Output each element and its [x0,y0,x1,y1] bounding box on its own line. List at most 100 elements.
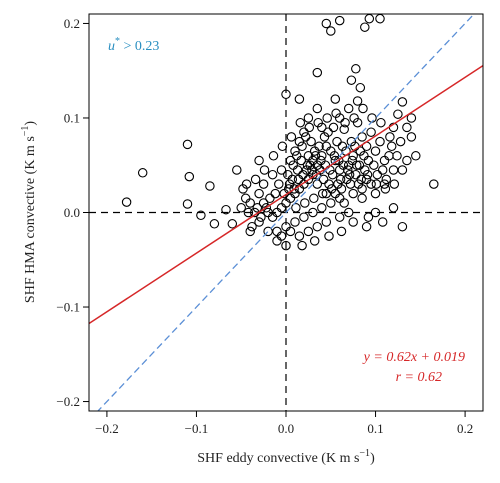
data-point [245,226,255,237]
x-axis-title: SHF eddy convective (K m s−1) [197,448,375,466]
data-point [311,169,322,180]
data-point [360,165,370,175]
data-point [330,94,341,104]
data-point [312,67,323,78]
data-point [388,165,399,175]
data-point [406,113,417,123]
data-point [385,132,395,142]
data-point [429,179,439,189]
data-point [335,174,346,185]
data-point [294,94,305,104]
data-point [241,179,252,189]
data-point [274,179,284,189]
data-point [247,221,257,232]
data-point [336,184,347,194]
data-point [326,184,337,194]
data-point [182,139,193,150]
data-point [360,22,370,32]
data-point [221,204,231,215]
data-point [375,136,385,147]
data-point [340,117,350,128]
regression-line [89,64,483,325]
data-point [243,207,254,218]
x-tick-label: 0.0 [278,421,294,436]
ustar-annotation: u* > 0.23 [108,36,159,54]
data-point [395,136,406,147]
data-point [349,113,359,123]
data-point [351,169,361,180]
data-point [300,198,310,208]
data-point [397,97,408,107]
data-point [313,117,323,128]
data-point [343,165,353,175]
data-point [121,197,132,207]
data-point [317,188,328,199]
data-point [265,193,275,204]
y-tick-label: −0.1 [56,300,80,315]
data-point [326,26,336,36]
data-point [184,171,195,182]
data-point [286,132,297,142]
data-point [240,193,251,204]
data-point [348,188,358,199]
data-point [297,240,307,251]
data-point [330,155,341,166]
data-point [364,14,375,24]
data-point [250,174,261,185]
data-point [328,122,339,133]
data-point [393,109,403,119]
data-point [258,179,269,189]
data-point [321,18,332,29]
data-point [370,188,381,199]
data-point [205,181,215,191]
data-point [292,165,303,175]
fit-equation: y = 0.62x + 0.019 [362,350,465,365]
one-to-one-line [97,14,475,411]
data-point [324,231,334,241]
data-point [317,151,327,161]
data-point [386,141,397,152]
data-point [294,231,305,241]
data-point [321,141,332,152]
data-point [314,141,324,152]
data-point [303,113,314,123]
data-point [309,193,319,204]
data-point [357,184,367,194]
data-point [366,127,376,137]
data-point [366,179,376,189]
data-point [299,127,309,137]
data-point [351,64,361,74]
data-point [376,117,386,128]
data-point [381,174,392,185]
data-point [362,169,373,180]
data-point [321,217,332,227]
x-tick-label: −0.2 [95,421,119,436]
data-point [402,122,412,133]
data-point [227,219,238,229]
data-point [305,160,315,170]
data-point [332,136,342,147]
data-point [397,221,408,232]
data-point [389,179,400,189]
data-point [297,141,307,152]
data-point [321,188,332,199]
data-point [358,103,368,114]
data-point [182,199,193,209]
data-point [339,198,349,208]
data-point [344,169,355,180]
x-tick-label: 0.2 [457,421,473,436]
data-point [357,193,367,204]
data-point [326,198,336,208]
data-point [348,151,358,161]
data-points [121,14,439,251]
data-point [310,151,321,161]
data-point [337,141,348,152]
data-point [352,117,363,128]
data-point [306,136,316,147]
data-point [348,217,358,227]
data-point [352,96,363,106]
y-tick-label: 0.0 [64,205,80,220]
axis-ticks: −0.2 −0.1 0.0 0.1 0.2 −0.2 −0.1 0.0 0.1 0.2 [56,16,473,436]
